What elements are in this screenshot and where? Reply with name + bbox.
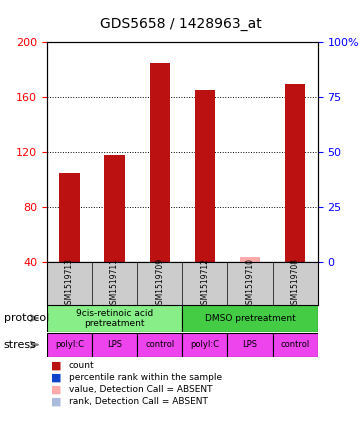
Text: protocol: protocol [4, 313, 49, 323]
Bar [149, 63, 170, 262]
FancyBboxPatch shape [92, 332, 137, 357]
Text: ■: ■ [51, 373, 61, 383]
Text: GDS5658 / 1428963_at: GDS5658 / 1428963_at [100, 17, 261, 31]
FancyBboxPatch shape [227, 332, 273, 357]
FancyBboxPatch shape [47, 332, 92, 357]
Text: ■: ■ [51, 361, 61, 371]
Text: control: control [280, 340, 310, 349]
Bar [59, 173, 80, 262]
Text: GSM1519713: GSM1519713 [65, 258, 74, 309]
Text: percentile rank within the sample: percentile rank within the sample [69, 373, 222, 382]
Text: ■: ■ [51, 385, 61, 395]
FancyBboxPatch shape [273, 332, 318, 357]
Text: polyI:C: polyI:C [190, 340, 219, 349]
FancyBboxPatch shape [137, 332, 182, 357]
Text: rank, Detection Call = ABSENT: rank, Detection Call = ABSENT [69, 397, 208, 406]
Text: ■: ■ [51, 396, 61, 407]
Text: 9cis-retinoic acid
pretreatment: 9cis-retinoic acid pretreatment [76, 309, 153, 328]
Text: count: count [69, 361, 94, 371]
Bar [240, 257, 260, 262]
Text: DMSO pretreatment: DMSO pretreatment [205, 314, 295, 323]
Text: stress: stress [4, 340, 36, 350]
Bar [195, 91, 215, 262]
FancyBboxPatch shape [182, 305, 318, 332]
Bar [104, 155, 125, 262]
Text: LPS: LPS [107, 340, 122, 349]
Text: LPS: LPS [243, 340, 257, 349]
Text: value, Detection Call = ABSENT: value, Detection Call = ABSENT [69, 385, 212, 394]
Text: GSM1519709: GSM1519709 [155, 258, 164, 309]
FancyBboxPatch shape [182, 332, 227, 357]
Text: polyI:C: polyI:C [55, 340, 84, 349]
Text: GSM1519710: GSM1519710 [245, 258, 255, 309]
Text: GSM1519708: GSM1519708 [291, 258, 300, 309]
FancyBboxPatch shape [47, 305, 182, 332]
Text: GSM1519712: GSM1519712 [200, 258, 209, 309]
Text: GSM1519711: GSM1519711 [110, 258, 119, 309]
Bar [285, 84, 305, 262]
Text: control: control [145, 340, 174, 349]
